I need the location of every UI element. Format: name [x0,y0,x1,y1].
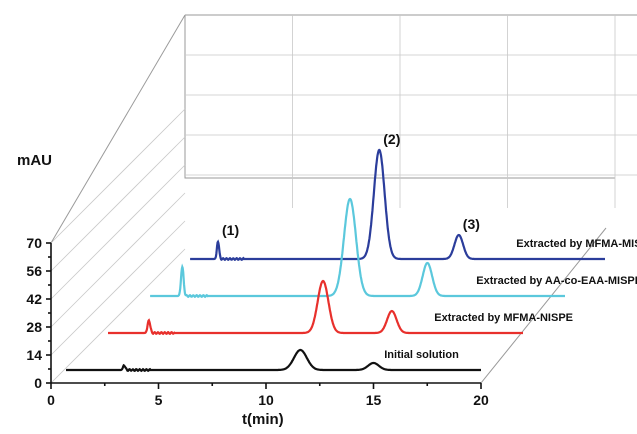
series-line-3 [190,148,605,262]
side-top-edge [50,14,186,244]
x-tick-label: 5 [155,392,163,408]
x-tick-label: 20 [473,392,489,408]
labels-layer: Extracted by MFMA-MISPE Extracted by AA-c… [222,131,637,361]
x-axis-title: t(min) [242,411,284,428]
y-tick-label: 0 [34,375,42,391]
x-tick-label: 10 [258,392,274,408]
series-line-2 [150,197,565,299]
y-tick-label: 42 [26,291,42,307]
side-grid-line [50,220,186,356]
series-line-0 [66,348,481,373]
side-grid-line [50,164,186,300]
side-grid-line [50,136,186,272]
peak-label-1: (2) [383,131,400,147]
y-tick-label: 14 [26,347,42,363]
back-wall-edges [184,15,615,179]
series-label-0: Initial solution [384,349,459,361]
y-tick-label: 28 [26,319,42,335]
side-grid-line [50,192,186,328]
side-grid-line [50,108,186,244]
peak-label-0: (1) [222,222,239,238]
y-tick-label: 56 [26,263,42,279]
back-frame [50,14,637,384]
x-tick-label: 15 [366,392,382,408]
axes-layer: 0 14 28 42 56 70 0 5 10 15 20 [26,235,489,408]
y-tick-label: 70 [26,235,42,251]
floor-right-edge [480,227,607,384]
side-grid-line [50,248,186,384]
series-label-2: Extracted by AA-co-EAA-MISPE [476,275,637,287]
peak-label-2: (3) [463,216,480,232]
series-layer [66,148,605,373]
series-label-1: Extracted by MFMA-NISPE [434,312,573,324]
series-label-3: Extracted by MFMA-MISPE [516,238,637,250]
y-axis-title: mAU [17,152,52,169]
series-line-1 [108,279,523,336]
x-tick-label: 0 [47,392,55,408]
